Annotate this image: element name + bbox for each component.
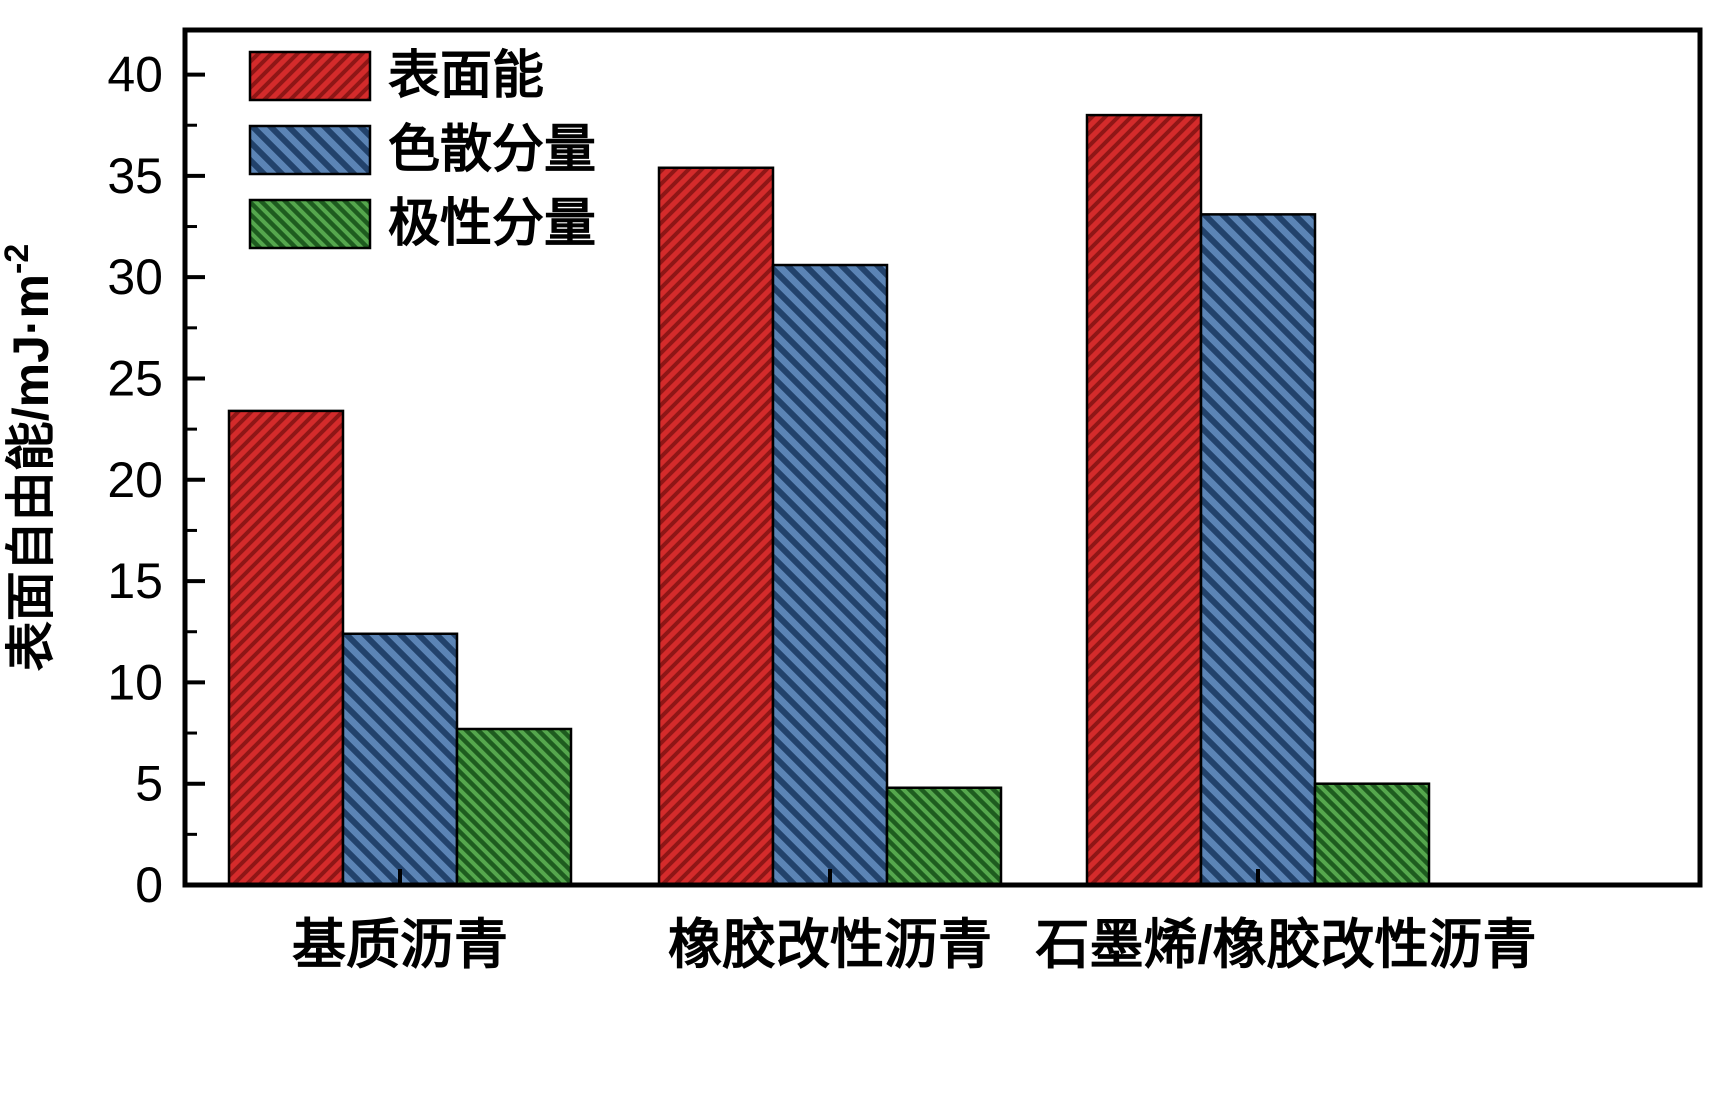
y-tick-label: 20 (107, 452, 163, 508)
legend-swatch-hatch (250, 52, 370, 100)
bar-hatch-series1-cat0 (343, 633, 457, 885)
y-tick-label: 40 (107, 47, 163, 103)
y-tick-label: 15 (107, 553, 163, 609)
x-category-label: 基质沥青 (292, 915, 508, 975)
y-tick-label: 30 (107, 249, 163, 305)
legend-swatch-hatch (250, 126, 370, 174)
bar-hatch-series2-cat1 (887, 787, 1001, 885)
legend-swatch-outline (248, 198, 372, 250)
legend-item-label: 表面能 (388, 47, 544, 105)
bar-hatch-series0-cat2 (1087, 115, 1201, 885)
bar-hatch-series2-cat2 (1315, 783, 1429, 885)
y-tick-label: 35 (107, 148, 163, 204)
bar-hatch-series1-cat1 (773, 265, 887, 885)
x-category-label: 石墨烯/橡胶改性沥青 (1035, 915, 1536, 975)
plot-border (182, 27, 1703, 888)
bar-hatch-series1-cat2 (1201, 214, 1315, 885)
y-tick-label: 5 (135, 756, 163, 812)
y-axis-title: 表面自由能/mJ·m-2 (0, 244, 59, 672)
bar-hatch-series0-cat1 (659, 167, 773, 885)
x-category-label: 橡胶改性沥青 (668, 915, 992, 975)
legend-swatch-hatch (250, 200, 370, 248)
legend-item-label: 极性分量 (388, 195, 596, 253)
legend-item-label: 色散分量 (388, 121, 596, 179)
legend-swatch-outline (248, 50, 372, 102)
y-tick-label: 0 (135, 857, 163, 913)
legend-swatch-outline (248, 124, 372, 176)
bar-hatch-series2-cat0 (457, 728, 571, 885)
y-tick-label: 10 (107, 654, 163, 710)
bar-hatch-series0-cat0 (229, 410, 343, 885)
y-tick-label: 25 (107, 350, 163, 406)
